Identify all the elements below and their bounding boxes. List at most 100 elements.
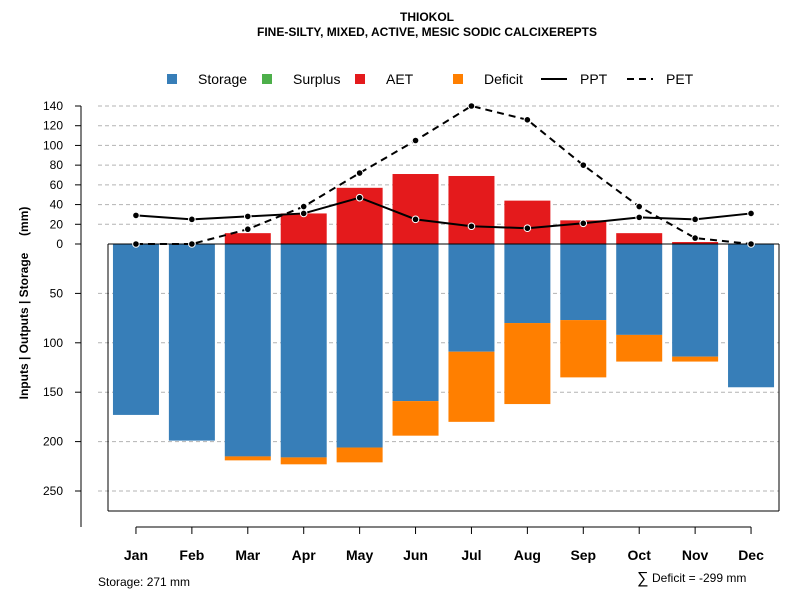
- x-tick-label: Jan: [124, 547, 148, 563]
- ppt-point: [243, 212, 252, 221]
- storage-bar: [504, 244, 551, 324]
- aet-bar: [672, 242, 719, 244]
- footer-storage: Storage: 271 mm: [98, 575, 190, 589]
- aet-bar: [616, 233, 663, 244]
- x-tick-label: Aug: [514, 547, 541, 563]
- storage-bar: [448, 244, 495, 352]
- deficit-bar: [560, 320, 607, 378]
- y-tick-label: 60: [50, 178, 64, 192]
- pet-point: [132, 240, 140, 248]
- legend-label: PPT: [580, 71, 608, 87]
- pet-line: [135, 104, 752, 245]
- aet-bar: [392, 174, 439, 244]
- x-tick-label: Apr: [292, 547, 317, 563]
- y-tick-label: 100: [43, 138, 63, 152]
- x-tick-label: Nov: [682, 547, 709, 563]
- y-axis-label: Inputs | Outputs | Storage (mm): [17, 207, 31, 400]
- deficit-bar: [336, 447, 383, 463]
- x-tick-label: May: [346, 547, 373, 563]
- y-tick-label: 120: [43, 119, 63, 133]
- ppt-point: [523, 224, 532, 233]
- deficit-bar: [448, 351, 495, 422]
- storage-bar: [672, 244, 719, 357]
- deficit-bar: [392, 401, 439, 436]
- x-tick-label: Jun: [403, 547, 428, 563]
- y-tick-label: 150: [43, 385, 63, 399]
- ppt-point: [579, 219, 588, 228]
- x-tick-label: Feb: [179, 547, 204, 563]
- y-tick-label: 0: [56, 237, 63, 251]
- ppt-point: [467, 222, 476, 231]
- pet-point: [467, 102, 476, 110]
- legend-label: Deficit: [484, 71, 523, 87]
- legend-swatch-storage: [167, 74, 177, 84]
- pet-point: [411, 136, 420, 145]
- gridlines: [98, 105, 779, 492]
- ppt-point: [635, 213, 644, 222]
- pet-point: [579, 161, 588, 169]
- pet-point: [188, 240, 196, 248]
- pet-point: [299, 202, 308, 211]
- y-tick-label: 140: [43, 99, 63, 113]
- ppt-point: [691, 215, 699, 224]
- y-tick-label: 100: [43, 336, 63, 350]
- footer-sum-symbol: ∑: [637, 570, 648, 587]
- legend-swatch-aet: [355, 74, 365, 84]
- aet-bar: [504, 200, 551, 244]
- x-tick-label: Oct: [628, 547, 652, 563]
- ppt-point: [411, 215, 420, 224]
- x-tick-label: Sep: [570, 547, 596, 563]
- aet-bar: [448, 175, 495, 244]
- deficit-bar: [616, 334, 663, 362]
- deficit-bar: [224, 456, 271, 461]
- y-tick-label: 200: [43, 435, 63, 449]
- ppt-point: [299, 209, 308, 218]
- pet-point: [635, 202, 644, 211]
- pet-point: [355, 169, 364, 177]
- ppt-point: [188, 215, 196, 224]
- storage-bar: [280, 244, 327, 458]
- plot-frame: [107, 243, 780, 512]
- ppt-point: [747, 209, 755, 218]
- pet-point: [691, 234, 699, 242]
- legend-label: Surplus: [293, 71, 340, 87]
- legend-swatch-surplus: [262, 74, 272, 84]
- storage-bar: [224, 244, 271, 457]
- ppt-point: [355, 193, 364, 202]
- storage-bar: [168, 244, 215, 441]
- pet-point: [523, 116, 532, 124]
- aet-bar: [280, 213, 327, 244]
- storage-bar: [560, 244, 607, 321]
- ppt-line: [135, 196, 752, 230]
- legend: Storage Surplus AET Deficit PPT PET: [167, 71, 694, 87]
- storage-bar: [392, 244, 439, 402]
- bars: [112, 174, 775, 465]
- storage-bar: [728, 244, 775, 388]
- deficit-bar: [672, 356, 719, 362]
- y-tick-label: 40: [50, 198, 64, 212]
- chart-title: THIOKOL: [400, 10, 454, 24]
- chart-subtitle: FINE-SILTY, MIXED, ACTIVE, MESIC SODIC C…: [257, 25, 597, 39]
- aet-bar: [560, 220, 607, 244]
- legend-label: AET: [386, 71, 414, 87]
- x-tick-label: Mar: [235, 547, 260, 563]
- deficit-bar: [280, 457, 327, 465]
- pet-point: [243, 225, 252, 234]
- deficit-bar: [504, 323, 551, 405]
- aet-bar: [224, 233, 271, 244]
- pet-point: [747, 240, 755, 248]
- y-tick-label: 20: [50, 217, 64, 231]
- axes: 0 20 40 60 80 100 120 140 50 100 150 200 250 Jan Feb Ma…: [43, 99, 764, 563]
- storage-bar: [336, 244, 383, 448]
- x-tick-label: Dec: [738, 547, 764, 563]
- legend-label: PET: [666, 71, 694, 87]
- legend-swatch-deficit: [453, 74, 463, 84]
- lines: [132, 102, 755, 248]
- y-tick-label: 250: [43, 484, 63, 498]
- x-tick-label: Jul: [461, 547, 481, 563]
- y-tick-label: 80: [50, 158, 64, 172]
- y-tick-label: 50: [50, 286, 64, 300]
- ppt-point: [132, 211, 140, 220]
- storage-bar: [616, 244, 663, 335]
